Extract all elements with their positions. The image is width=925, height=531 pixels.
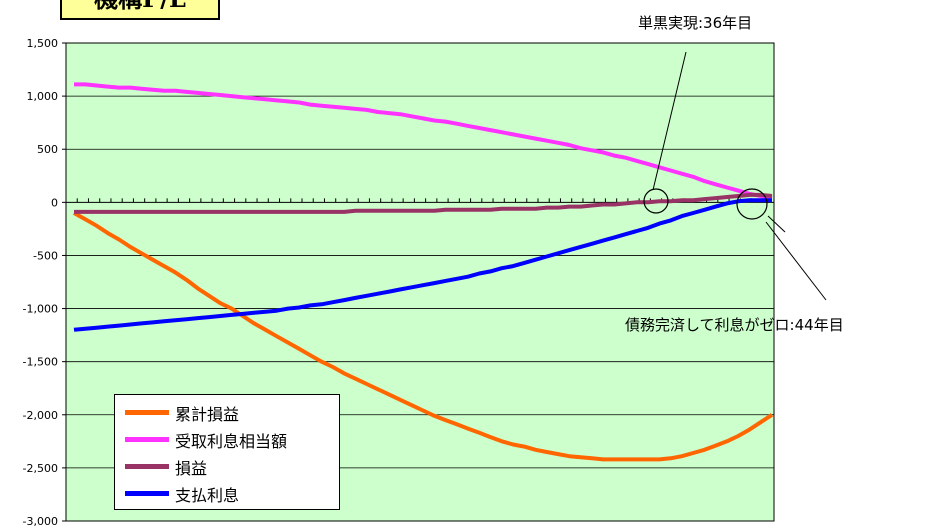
legend-item: 損益: [125, 453, 339, 480]
legend-label: 損益: [175, 458, 208, 478]
y-tick-label: 1,500: [27, 37, 59, 50]
legend-item: 支払利息: [125, 480, 339, 507]
y-tick-label: -1,500: [23, 356, 58, 369]
y-tick-label: 0: [51, 196, 58, 209]
chart-title: 機構P/L: [60, 0, 220, 20]
debt-zero-circle: [736, 188, 768, 220]
legend-label: 受取利息相当額: [175, 431, 288, 451]
series-line-2: [74, 192, 773, 214]
y-tick-label: -500: [33, 249, 58, 262]
y-axis: 1,500 1,000 500 0 -500 -1,000 -1,500 -2,000 -2,5…: [23, 37, 66, 528]
gridlines: [66, 95, 774, 469]
series-line-1: [74, 82, 773, 201]
series-line-3: [73, 198, 772, 332]
legend-item: 受取利息相当額: [125, 426, 339, 453]
legend: 累計損益 受取利息相当額 損益 支払利息: [114, 394, 340, 510]
legend-label: 支払利息: [175, 485, 240, 505]
y-tick-label: -2,500: [23, 462, 58, 475]
debt-zero-pointer-1: [765, 221, 827, 301]
y-tick-label: -2,000: [23, 409, 58, 422]
breakeven-annotation: 単黒実現:36年目: [638, 14, 753, 32]
debt-zero-pointer-2: [767, 215, 786, 233]
legend-swatch: [125, 437, 169, 442]
legend-swatch: [125, 464, 169, 469]
breakeven-circle: [643, 188, 669, 214]
series-line-0: [73, 211, 774, 462]
y-tick-label: -3,000: [23, 515, 58, 528]
legend-label: 累計損益: [175, 404, 240, 424]
y-tick-label: -1,000: [23, 303, 58, 316]
series-group: [73, 82, 774, 462]
legend-item: 累計損益: [125, 399, 339, 426]
y-tick-label: 1,000: [27, 90, 59, 103]
y-tick-label: 500: [37, 143, 58, 156]
legend-swatch: [125, 410, 169, 415]
breakeven-pointer: [652, 51, 687, 191]
legend-swatch: [125, 491, 169, 496]
debt-zero-annotation: 債務完済して利息がゼロ:44年目: [625, 316, 844, 334]
